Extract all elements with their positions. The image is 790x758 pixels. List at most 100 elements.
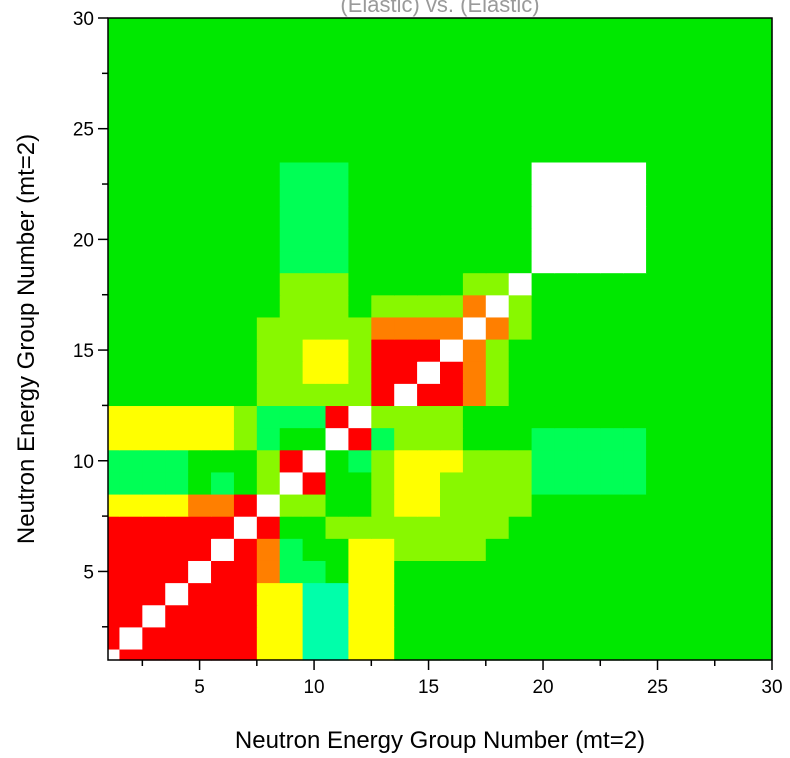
heatmap-cell [394, 560, 418, 584]
heatmap-cell [211, 516, 235, 539]
heatmap-cell [554, 361, 578, 384]
heatmap-cell [577, 339, 601, 362]
heatmap-cell [119, 560, 143, 584]
heatmap-cell [691, 29, 716, 52]
heatmap-cell [760, 228, 773, 252]
heatmap-cell [623, 250, 647, 274]
heatmap-cell [165, 626, 189, 650]
heatmap-cell [325, 316, 350, 340]
heatmap-cell [371, 405, 395, 429]
heatmap-cell [233, 73, 258, 97]
heatmap-cell [188, 206, 212, 229]
heatmap-cell [440, 582, 464, 606]
heatmap-cell [714, 449, 739, 473]
heatmap-cell [233, 604, 258, 628]
heatmap-cell [462, 184, 487, 207]
heatmap-cell [714, 427, 739, 451]
heatmap-cell [417, 206, 441, 229]
heatmap-cell [256, 250, 281, 274]
heatmap-cell [325, 51, 350, 74]
heatmap-cell [119, 383, 143, 407]
heatmap-cell [417, 161, 441, 185]
heatmap-cell [623, 294, 647, 318]
heatmap-cell [165, 383, 189, 407]
heatmap-cell [211, 294, 235, 318]
heatmap-cell [554, 427, 578, 451]
heatmap-cell [256, 538, 281, 561]
heatmap-cell [646, 18, 670, 30]
heatmap-cell [531, 582, 556, 606]
heatmap-cell [531, 29, 556, 52]
heatmap-cell [691, 228, 716, 252]
heatmap-cell [165, 604, 189, 628]
heatmap-cell [760, 516, 773, 539]
chart-title: (Elastic) vs. (Elastic) [340, 0, 539, 17]
heatmap-cell [600, 538, 624, 561]
heatmap-cell [462, 405, 487, 429]
heatmap-cell [302, 626, 327, 650]
heatmap-cell [302, 648, 327, 661]
heatmap-cell [188, 516, 212, 539]
heatmap-cell [714, 471, 739, 495]
heatmap-cell [211, 361, 235, 384]
heatmap-cell [371, 516, 395, 539]
heatmap-cell [394, 648, 418, 661]
heatmap-cell [233, 538, 258, 561]
heatmap-cell [142, 582, 166, 606]
heatmap-cell [417, 538, 441, 561]
heatmap-cell [108, 29, 121, 52]
heatmap-cell [554, 228, 578, 252]
heatmap-cell [623, 471, 647, 495]
heatmap-cell [211, 161, 235, 185]
heatmap-cell [737, 604, 762, 628]
heatmap-cell [623, 73, 647, 97]
heatmap-cell [119, 493, 143, 517]
heatmap-cell [531, 73, 556, 97]
heatmap-cell [462, 228, 487, 252]
y-tick-label: 10 [73, 452, 94, 473]
heatmap-cell [485, 73, 510, 97]
heatmap-cell [737, 405, 762, 429]
heatmap-cell [623, 228, 647, 252]
heatmap-cell [668, 294, 693, 318]
heatmap-cell [302, 29, 327, 52]
heatmap-cell [462, 316, 487, 340]
heatmap-cell [108, 139, 121, 163]
heatmap-cell [714, 294, 739, 318]
heatmap-cell [623, 582, 647, 606]
heatmap-cell [165, 161, 189, 185]
heatmap-cell [714, 405, 739, 429]
heatmap-cell [462, 560, 487, 584]
heatmap-cell [142, 228, 166, 252]
heatmap-cell [211, 250, 235, 274]
heatmap-cell [142, 626, 166, 650]
heatmap-cell [119, 516, 143, 539]
heatmap-cell [119, 272, 143, 296]
x-tick-label: 30 [761, 677, 782, 698]
heatmap-cell [600, 161, 624, 185]
heatmap-cell [646, 117, 670, 141]
heatmap-cell [165, 184, 189, 207]
heatmap-cell [440, 206, 464, 229]
heatmap-cell [417, 582, 441, 606]
heatmap-cell [348, 449, 372, 473]
heatmap-cell [302, 18, 327, 30]
heatmap-cell [165, 427, 189, 451]
heatmap-cell [508, 493, 533, 517]
heatmap-cell [142, 405, 166, 429]
heatmap-cell [302, 316, 327, 340]
heatmap-cell [108, 383, 121, 407]
heatmap-cell [691, 294, 716, 318]
heatmap-cell [485, 560, 510, 584]
heatmap-cell [623, 139, 647, 163]
heatmap-cell [531, 604, 556, 628]
heatmap-cell [394, 206, 418, 229]
heatmap-cell [714, 228, 739, 252]
heatmap-cell [142, 648, 166, 661]
heatmap-cell [371, 139, 395, 163]
heatmap-cell [485, 161, 510, 185]
heatmap-cell [691, 493, 716, 517]
heatmap-cell [348, 272, 372, 296]
heatmap-cell [440, 184, 464, 207]
